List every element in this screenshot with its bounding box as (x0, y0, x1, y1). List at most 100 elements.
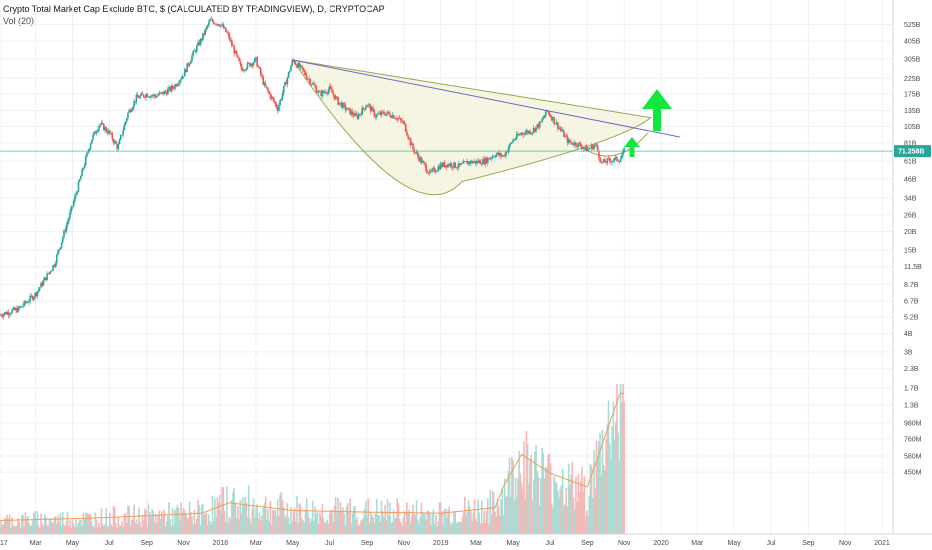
price-candle (577, 142, 580, 147)
volume-bar (486, 497, 489, 534)
volume-bar (366, 516, 368, 534)
volume-bar (374, 513, 377, 534)
volume-bar (583, 476, 586, 534)
price-axis: 525B 405B 305B 225B 175B 135B 105B 81B 61B 46B 34B… (892, 0, 932, 550)
volume-bar (330, 509, 332, 534)
price-tick-label: 61B (904, 158, 917, 165)
volume-bar (560, 485, 563, 534)
price-candle (107, 130, 110, 134)
volume-bar (41, 523, 44, 534)
price-candle (408, 138, 411, 139)
volume-indicator-label[interactable]: Vol (20) (3, 16, 35, 26)
volume-bar (235, 518, 238, 534)
price-candle (467, 161, 470, 165)
price-candle (281, 93, 284, 99)
time-tick-label: 2020 (653, 540, 669, 547)
volume-bar (355, 520, 357, 534)
volume-bar (451, 523, 454, 534)
volume-bar (55, 523, 58, 534)
price-candle (168, 86, 170, 90)
price-candle (451, 167, 454, 168)
price-candle (25, 302, 28, 304)
volume-bar (154, 514, 157, 534)
volume-bar (327, 523, 330, 534)
volume-bar (572, 497, 575, 534)
volume-bar (450, 522, 453, 534)
volume-bar (315, 513, 318, 534)
price-tick-label: 1.7B (904, 385, 919, 392)
volume-bar (554, 481, 557, 534)
volume-bar (436, 525, 438, 534)
volume-bars (0, 384, 626, 534)
price-candle (448, 164, 450, 166)
price-candle (602, 159, 605, 163)
volume-bar (0, 527, 1, 534)
volume-bar (202, 503, 204, 534)
volume-bar (558, 498, 560, 534)
volume-bar (496, 498, 499, 534)
time-tick-label: May (727, 540, 741, 547)
price-candle (381, 111, 384, 113)
volume-bar (372, 516, 374, 534)
price-candle (215, 23, 217, 25)
price-candle (436, 170, 438, 172)
volume-bar (392, 509, 395, 534)
time-tick-label: Nov (177, 540, 190, 547)
price-candle (404, 123, 407, 132)
price-candle (570, 142, 572, 144)
volume-bar (313, 520, 315, 534)
price-candle (192, 50, 194, 56)
price-candle (490, 157, 493, 159)
price-candle (394, 118, 396, 119)
volume-bar (555, 482, 558, 534)
volume-bar (438, 502, 441, 534)
price-candle (204, 29, 207, 35)
volume-bar (217, 502, 220, 534)
volume-bar (402, 517, 405, 534)
price-candle (54, 263, 57, 267)
volume-bar (282, 507, 285, 534)
price-candle (525, 130, 528, 133)
volume-bar (23, 526, 25, 534)
price-candle (154, 96, 157, 98)
volume-bar (247, 485, 250, 534)
time-tick-label: Mar (30, 540, 43, 547)
price-candle (415, 152, 418, 154)
volume-bar (528, 483, 530, 534)
volume-bar (148, 512, 151, 534)
price-candle (280, 98, 283, 100)
volume-bar (19, 527, 22, 534)
volume-bar (92, 525, 94, 534)
price-candle (385, 113, 388, 116)
price-candle (391, 115, 394, 118)
volume-bar (281, 499, 284, 534)
volume-bar (331, 510, 333, 534)
price-candle (506, 151, 508, 153)
volume-bar (365, 500, 367, 534)
price-candle (508, 144, 511, 149)
price-candle (395, 118, 397, 120)
volume-bar (316, 511, 319, 534)
price-candle (210, 19, 213, 20)
price-candle (433, 168, 436, 172)
price-candle (351, 111, 354, 115)
volume-bar (602, 465, 605, 534)
price-candle (346, 107, 349, 110)
price-candle (407, 135, 409, 139)
volume-bar (249, 518, 251, 534)
price-candle (564, 135, 566, 137)
volume-bar (482, 522, 484, 534)
price-candle (319, 91, 321, 92)
volume-bar (60, 526, 63, 534)
volume-bar (333, 505, 336, 534)
price-candle (518, 134, 520, 136)
volume-bar (263, 502, 266, 534)
volume-bar (151, 508, 153, 534)
price-candle (365, 107, 367, 110)
price-candle (297, 62, 300, 68)
volume-bar (443, 509, 446, 534)
price-candle (61, 237, 64, 243)
price-candle (325, 92, 327, 94)
volume-bar (189, 512, 192, 534)
